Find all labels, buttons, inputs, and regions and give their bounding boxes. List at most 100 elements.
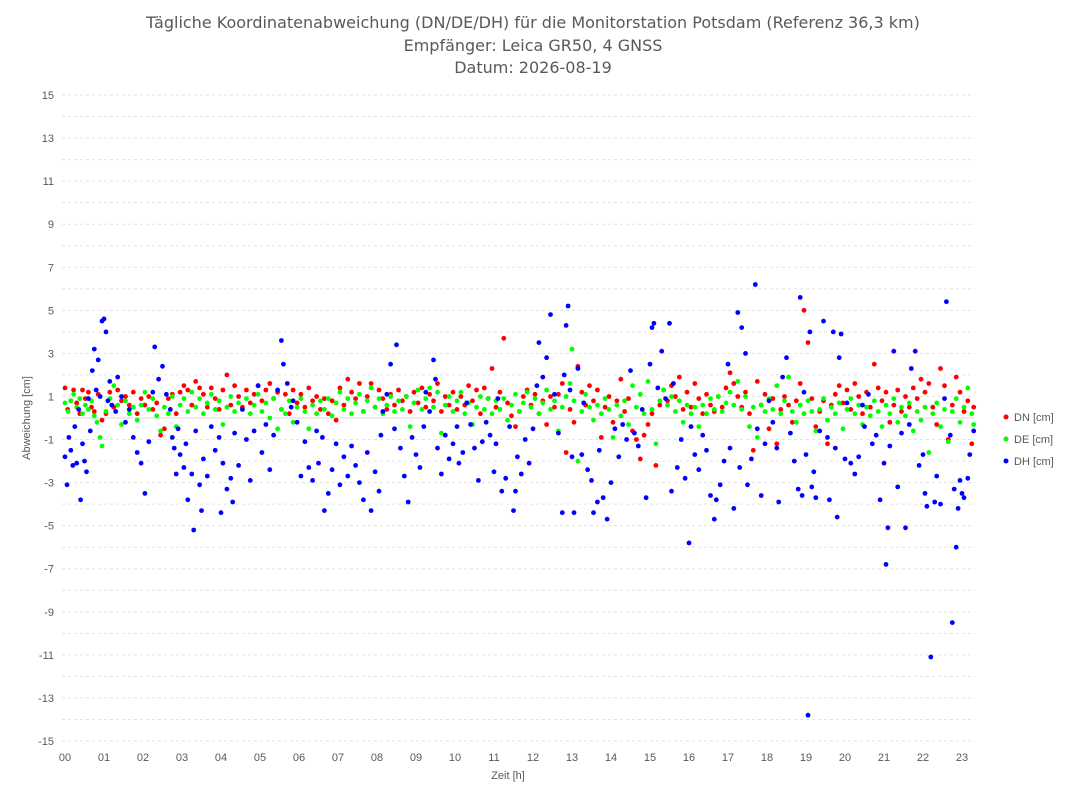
data-point-dn	[71, 387, 76, 393]
data-point-dh	[450, 441, 456, 447]
data-point-dh	[817, 428, 823, 434]
data-point-dh	[895, 484, 901, 490]
data-point-dn	[415, 400, 421, 406]
data-point-dh	[80, 441, 85, 447]
data-point-de	[536, 411, 542, 417]
data-point-dh	[908, 366, 914, 371]
data-point-dh	[752, 282, 758, 287]
data-point-dn	[641, 432, 647, 438]
data-point-de	[571, 398, 577, 404]
data-point-de	[403, 394, 409, 399]
data-point-dn	[559, 381, 565, 386]
data-point-de	[883, 402, 889, 408]
data-point-dn	[653, 463, 659, 468]
data-point-de	[743, 394, 748, 399]
data-point-dh	[959, 491, 965, 496]
data-point-dh	[134, 450, 140, 455]
data-point-dh	[795, 486, 801, 492]
data-point-dh	[881, 460, 887, 466]
data-point-dn	[228, 402, 234, 408]
data-point-dh	[394, 342, 399, 348]
x-tick-label: 19	[800, 752, 812, 764]
data-point-de	[532, 396, 538, 401]
data-point-dh	[423, 389, 429, 395]
data-point-dh	[544, 355, 549, 361]
x-tick-label: 22	[917, 752, 929, 764]
data-point-dn	[384, 407, 390, 412]
data-point-dn	[587, 383, 592, 389]
data-point-de	[926, 450, 932, 455]
data-point-dn	[723, 385, 729, 391]
data-point-dh	[513, 488, 518, 494]
data-point-dn	[747, 411, 752, 417]
data-point-dh	[838, 331, 844, 337]
data-point-dh	[372, 469, 378, 475]
y-axis-ticks: 15 13 11 9 7 5 3 1 -1 -3 -5 -7 -9 -11 -13 -15	[38, 90, 54, 748]
data-point-de	[251, 402, 257, 408]
data-point-dh	[616, 454, 622, 460]
data-point-de	[181, 396, 187, 401]
data-point-dh	[883, 562, 889, 567]
data-point-de	[372, 404, 378, 410]
data-point-de	[123, 398, 128, 404]
data-point-dh	[349, 443, 354, 449]
data-point-dh	[107, 379, 113, 384]
data-point-dh	[130, 435, 136, 440]
y-tick-label: 11	[43, 176, 54, 188]
data-point-dh	[522, 437, 528, 442]
data-point-dn	[971, 404, 977, 410]
data-point-de	[871, 398, 877, 404]
data-point-dh	[731, 506, 737, 511]
data-point-dh	[115, 374, 121, 380]
data-point-dn	[778, 407, 784, 412]
data-point-de	[513, 391, 518, 397]
data-point-dh	[727, 445, 733, 451]
data-point-de	[364, 398, 370, 404]
data-point-dn	[80, 387, 85, 393]
data-point-dh	[649, 325, 655, 330]
data-point-de	[94, 419, 100, 425]
data-point-dh	[844, 400, 850, 406]
data-point-dn	[318, 407, 323, 412]
y-tick-label: -15	[38, 736, 54, 748]
data-point-de	[212, 407, 218, 412]
data-point-de	[891, 396, 897, 401]
data-point-dn	[478, 411, 483, 417]
data-point-dh	[427, 409, 432, 414]
data-point-dn	[216, 407, 222, 412]
data-point-dh	[754, 426, 760, 432]
data-point-dn	[119, 398, 124, 404]
data-point-dn	[622, 409, 627, 414]
data-point-dh	[776, 499, 782, 505]
data-point-dh	[464, 400, 470, 406]
data-point-dh	[600, 495, 606, 501]
data-point-de	[520, 400, 526, 406]
data-point-dn	[392, 402, 397, 408]
data-point-dn	[411, 389, 417, 395]
y-tick-label: 7	[48, 262, 54, 274]
data-point-de	[384, 402, 390, 408]
data-point-de	[727, 389, 733, 395]
data-point-dn	[571, 419, 577, 425]
data-point-de	[146, 407, 152, 412]
data-point-dh	[957, 478, 963, 483]
data-point-de	[844, 407, 850, 412]
data-point-dn	[891, 402, 897, 408]
data-point-dn	[786, 402, 791, 408]
data-point-de	[899, 404, 904, 410]
y-axis-label: Abweichung [cm]	[21, 376, 33, 460]
data-point-dh	[476, 478, 481, 483]
data-point-de	[848, 396, 854, 401]
data-point-dn	[208, 385, 214, 391]
data-point-dh	[316, 460, 321, 466]
data-point-dh	[333, 441, 339, 447]
data-point-dh	[72, 424, 78, 429]
data-point-de	[462, 411, 468, 417]
data-point-dh	[799, 493, 805, 498]
data-point-dh	[392, 426, 397, 432]
data-point-dn	[750, 447, 756, 453]
data-point-dh	[805, 712, 811, 718]
data-point-dn	[914, 396, 920, 401]
data-point-dh	[686, 540, 692, 546]
data-point-dn	[325, 411, 331, 417]
